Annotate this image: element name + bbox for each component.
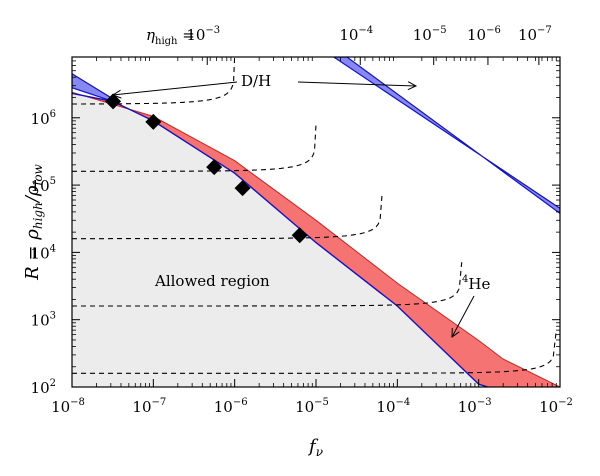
dh-arrow-right-shaft: [297, 81, 417, 87]
top-tick-label-4: 10−7: [518, 25, 552, 44]
he4-arrow-head: [451, 328, 460, 338]
label-layer: 10−8 10−7 10−6 10−5 10−4 10−3 10−2 102 103 104 105…: [31, 25, 573, 416]
diamond-point-2: [145, 113, 162, 130]
x-tick-label-1: 10−7: [132, 397, 166, 416]
allowed-region-fill: [72, 93, 488, 387]
x-tick-label-0: 10−8: [51, 397, 85, 416]
y-tick-label-1: 103: [31, 311, 56, 330]
dh-arrow-right-head: [407, 81, 418, 91]
top-tick-label-3: 10−6: [467, 25, 501, 44]
x-axis-title: fν: [307, 436, 323, 459]
y-tick-label-3: 105: [31, 176, 56, 195]
eta-contour-1: [72, 57, 236, 105]
x-tick-label-6: 10−2: [539, 397, 573, 416]
dh-arrow-right: [297, 81, 418, 91]
top-tick-label-1: 10−4: [339, 25, 373, 44]
diamond-point-3: [206, 159, 223, 176]
x-tick-label-2: 10−6: [214, 397, 248, 416]
he4-band-edge: [72, 91, 560, 387]
dh-label: D/H: [241, 72, 271, 90]
diamond-point-5: [291, 227, 308, 244]
he4-label: 4He: [462, 274, 490, 293]
dh-band-right: [332, 57, 560, 215]
diamond-point-4: [234, 180, 251, 197]
diamond-point-1: [105, 93, 122, 110]
eta-contour-3: [72, 193, 383, 240]
he4-arrow-shaft: [451, 295, 475, 338]
tick-layer: [71, 56, 561, 388]
y-tick-label-2: 104: [31, 243, 56, 262]
x-tick-label-3: 10−5: [295, 397, 329, 416]
points-layer: [105, 93, 308, 244]
dh-arrow-left-head: [111, 89, 122, 99]
allowed-region-label: Allowed region: [154, 272, 270, 290]
fill-layer: [72, 57, 560, 387]
top-tick-label-0: 10−3: [186, 25, 220, 44]
eta-contour-4: [72, 262, 463, 307]
svg-text:R = ρhigh/ρlow: R = ρhigh/ρlow: [22, 163, 45, 280]
allowed-boundary-line: [72, 92, 489, 387]
x-tick-label-4: 10−4: [376, 397, 410, 416]
eta-contour-2: [72, 124, 317, 172]
curve-layer: [72, 57, 560, 387]
y-tick-label-4: 106: [31, 109, 56, 128]
y-tick-label-0: 102: [31, 378, 56, 397]
he4-band: [72, 92, 560, 387]
top-axis-label: ηhigh =: [146, 26, 195, 47]
x-tick-label-5: 10−3: [458, 397, 492, 416]
dh-arrow-left: [111, 81, 238, 99]
y-axis-title: R = ρhigh/ρlow: [22, 163, 45, 280]
top-tick-label-2: 10−5: [413, 25, 447, 44]
he4-arrow: [451, 295, 475, 338]
dh-arrow-left-shaft: [112, 81, 238, 96]
